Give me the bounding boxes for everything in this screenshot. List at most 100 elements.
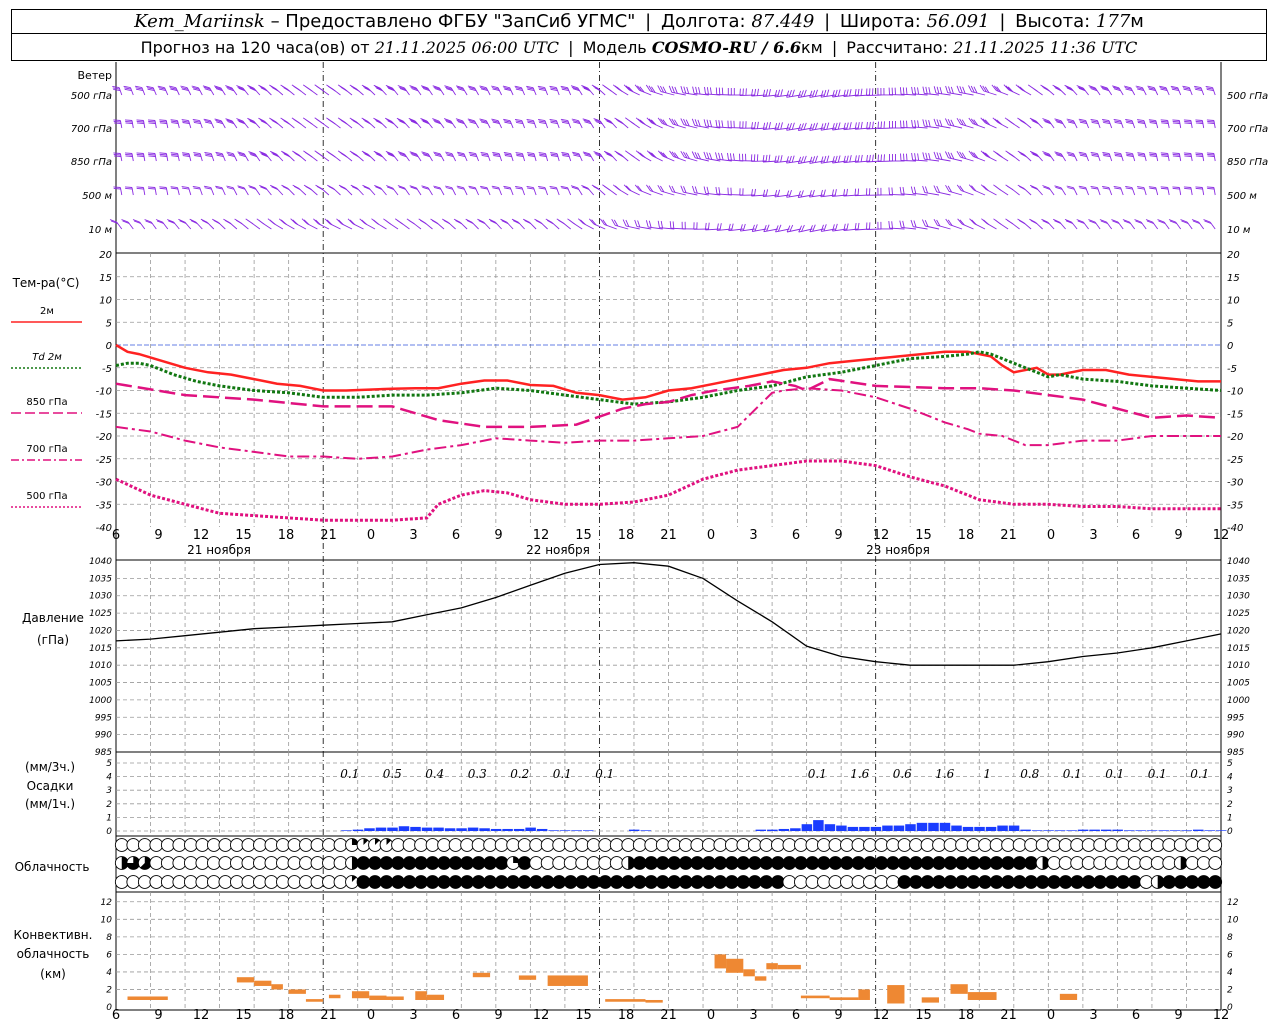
wind-barb-feather xyxy=(178,218,187,224)
pressure-tick-right: 1025 xyxy=(1227,609,1250,619)
wind-barb-feather xyxy=(1090,118,1099,125)
cloud-symbol xyxy=(414,838,428,852)
temp-hour-label: 0 xyxy=(707,528,715,543)
wind-barb-feather xyxy=(614,117,624,125)
cloud-symbol xyxy=(897,838,912,852)
cloud-symbol xyxy=(218,875,233,889)
wind-barb xyxy=(960,123,974,129)
cloud-symbol xyxy=(782,875,797,889)
wind-barb-feather xyxy=(432,118,442,125)
cloud-symbol xyxy=(471,875,486,889)
wind-barb-feather xyxy=(593,151,603,158)
wind-barb-feather xyxy=(267,218,276,225)
temp-tick: -25 xyxy=(96,455,112,466)
conv-cloud-bar xyxy=(766,963,778,970)
wind-barb-feather xyxy=(538,185,546,190)
wind-barb-feather xyxy=(409,151,419,158)
cloud-symbol xyxy=(483,875,497,889)
wind-barb-feather xyxy=(1168,219,1177,224)
wind-barb-feather xyxy=(1102,152,1111,158)
wind-level-label: 850 гПа xyxy=(71,157,112,168)
cloud-symbol xyxy=(299,856,313,870)
precip-bar xyxy=(444,828,456,831)
wind-barb-feather xyxy=(692,86,701,95)
cloud-symbol xyxy=(230,838,244,852)
pressure-tick-right: 985 xyxy=(1227,748,1244,758)
wind-barb-feather xyxy=(680,185,687,193)
precip-bar xyxy=(1054,830,1066,831)
cloud-symbol xyxy=(368,856,382,870)
cloud-symbol xyxy=(333,875,348,889)
model-name: COSMO-RU / 6.6 xyxy=(651,38,801,57)
precip-bar xyxy=(502,828,513,831)
lat-value: 56.091 xyxy=(926,11,990,32)
cloud-symbol xyxy=(253,856,267,870)
wind-barb-feather xyxy=(603,150,614,158)
cloud-fill xyxy=(628,856,635,870)
conv-cloud-bar xyxy=(829,997,859,1000)
cloud-fill xyxy=(513,856,520,863)
temp-hour-label: 3 xyxy=(409,528,417,543)
wind-barb-feather xyxy=(1076,219,1085,224)
conv-hour-label: 12 xyxy=(533,1008,550,1023)
precip-title: Осадки xyxy=(27,779,74,793)
wind-barb-feather xyxy=(225,118,235,125)
cloud-symbol xyxy=(644,875,659,889)
cloud-symbol xyxy=(932,838,946,852)
wind-barb-feather xyxy=(373,150,383,158)
cloud-symbol xyxy=(851,875,866,889)
conv-cloud-bar xyxy=(127,996,168,1000)
wind-barb-feather xyxy=(612,84,623,92)
wind-barb-feather xyxy=(315,184,324,191)
temp-tick-right: -35 xyxy=(1227,500,1243,511)
wind-barb-feather xyxy=(202,85,212,92)
wind-barb-feather xyxy=(1113,185,1122,190)
pressure-tick-right: 1030 xyxy=(1227,592,1250,602)
wind-barb-feather xyxy=(237,185,246,190)
conv-hour-label: 12 xyxy=(1213,1008,1230,1023)
wind-barb-feather xyxy=(1183,119,1192,124)
wind-barb-feather xyxy=(347,218,356,226)
wind-barb-feather xyxy=(751,188,756,197)
precip-bar xyxy=(1181,830,1192,831)
cloud-symbol xyxy=(218,856,233,870)
cloud-symbol xyxy=(920,856,935,870)
cloud-symbol xyxy=(552,838,567,852)
wind-barb-feather xyxy=(349,117,360,125)
wind-level-label-right: 700 гПа xyxy=(1227,124,1268,135)
conv-cloud-bar xyxy=(369,995,387,1000)
wind-barb-feather xyxy=(336,218,344,226)
wind-barb-feather xyxy=(751,88,759,97)
pressure-tick: 1020 xyxy=(89,626,112,636)
wind-barb-feather xyxy=(113,186,121,190)
pressure-tick: 990 xyxy=(95,731,112,741)
precip-bar xyxy=(1043,830,1054,831)
wind-barb-feather xyxy=(611,218,619,227)
wind-level-label-right: 500 гПа xyxy=(1227,91,1268,102)
wind-barb-feather xyxy=(124,152,133,157)
cloud-symbol xyxy=(621,875,636,889)
wind-barb-feather xyxy=(1076,85,1086,92)
cloud-symbol xyxy=(1058,856,1073,870)
wind-barb-feather xyxy=(634,84,645,93)
cloud-symbol xyxy=(1058,875,1073,889)
wind-barb-feather xyxy=(362,184,371,190)
wind-barb-feather xyxy=(1066,151,1076,158)
wind-barb-feather xyxy=(979,84,990,93)
cloud-symbol xyxy=(609,856,624,870)
wind-barb-feather xyxy=(854,88,863,97)
wind-barb-feather xyxy=(691,118,701,127)
temp-tick-right: -5 xyxy=(1227,364,1237,375)
wind-barb-feather xyxy=(211,218,221,225)
conv-tick: 4 xyxy=(106,968,112,978)
wind-level-label: 700 гПа xyxy=(71,124,112,135)
cloud-fill xyxy=(351,875,357,882)
precip-bar xyxy=(1077,829,1089,831)
wind-barb-feather xyxy=(385,84,395,92)
wind-barb-feather xyxy=(406,218,415,225)
wind-level-label: 500 м xyxy=(82,191,112,202)
conv-cloud-bar xyxy=(887,985,905,1004)
cloud-symbol xyxy=(402,856,417,870)
cloud-symbol xyxy=(978,838,992,852)
cloud-symbol xyxy=(943,856,958,870)
